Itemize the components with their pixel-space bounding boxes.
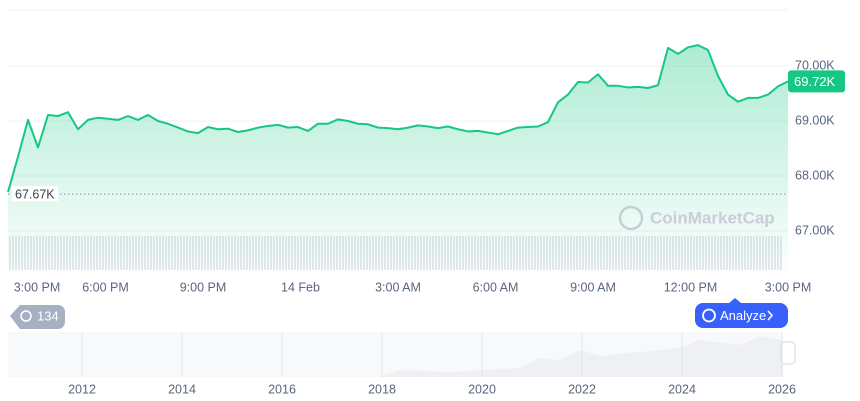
area — [8, 45, 788, 270]
navigator-year: 2024 — [668, 382, 696, 396]
x-tick-label: 6:00 PM — [82, 280, 129, 294]
y-tick-label: 67.00K — [795, 223, 835, 237]
y-tick-label: 68.00K — [795, 168, 835, 182]
navigator — [8, 332, 796, 377]
x-tick-label: 9:00 AM — [570, 280, 616, 294]
start-price-bg — [12, 186, 58, 202]
y-tick-label: 69.00K — [795, 113, 835, 127]
x-tick-label: 6:00 AM — [473, 280, 519, 294]
watermark: CoinMarketCap — [618, 205, 775, 231]
button-label: Analyze — [720, 308, 766, 323]
navigator-year: 2020 — [468, 382, 496, 396]
price-line — [7, 44, 789, 193]
current-price-box — [788, 70, 845, 93]
x-tick-label: 3:00 AM — [375, 280, 421, 294]
watermark-text: CoinMarketCap — [650, 208, 775, 227]
navigator-year: 2026 — [768, 382, 796, 396]
navigator-year: 2014 — [168, 382, 196, 396]
current-price-label: 69.72K — [794, 74, 836, 89]
x-tick-label: 3:00 PM — [765, 280, 812, 294]
start-price-label: 67.67K — [15, 187, 55, 201]
x-tick-label: 12:00 PM — [664, 280, 718, 294]
analyze-button[interactable]: Analyze — [695, 298, 788, 328]
badge-count: 134 — [37, 308, 59, 323]
y-tick-label: 70.00K — [795, 58, 835, 72]
navigator-year: 2016 — [268, 382, 296, 396]
navigator-year: 2022 — [568, 382, 596, 396]
navigator-year: 2012 — [68, 382, 96, 396]
navigator-year: 2018 — [368, 382, 396, 396]
x-tick-label: 3:00 PM — [14, 280, 61, 294]
badge[interactable]: 134 — [10, 305, 65, 329]
x-tick-label: 14 Feb — [281, 280, 320, 294]
x-tick-label: 9:00 PM — [180, 280, 227, 294]
